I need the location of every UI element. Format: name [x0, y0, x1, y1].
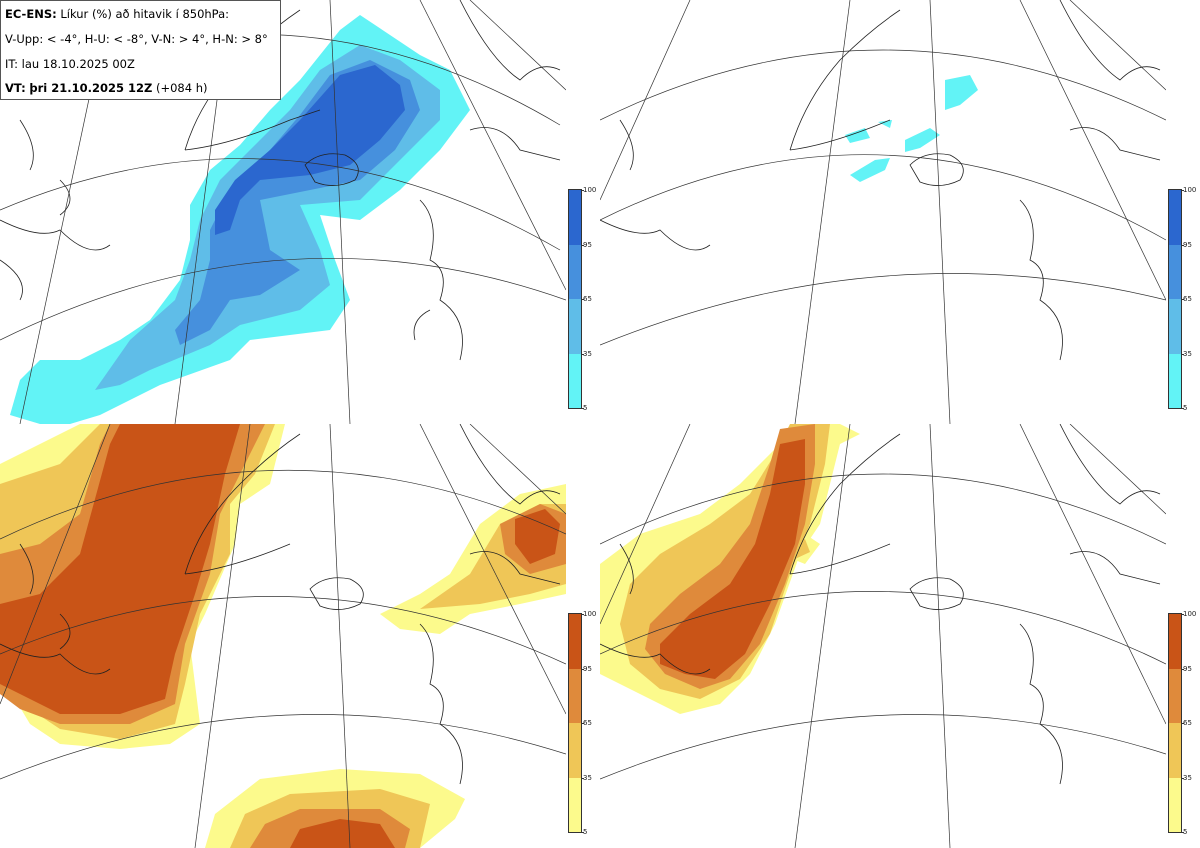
colorbar-tick-label: 65	[583, 295, 592, 303]
colorbar-tick-mark	[1181, 190, 1184, 191]
graticule	[0, 424, 566, 848]
colorbar-segment	[569, 723, 581, 778]
colorbar-warm: 100 95 65 35 5	[568, 610, 596, 836]
colorbar-segment	[1169, 614, 1181, 669]
colorbar-tick-label: 35	[1183, 773, 1192, 782]
colorbar-tick-mark	[581, 832, 584, 833]
colorbar-tick-mark	[1181, 299, 1184, 300]
colorbar-tick-mark	[581, 614, 584, 615]
prob-area-5	[945, 75, 978, 110]
graticule	[600, 0, 1166, 424]
colorbar-segment	[569, 777, 581, 832]
colorbar-tick-label: 65	[583, 719, 592, 727]
colorbar-tick-mark	[581, 299, 584, 300]
coastlines	[600, 424, 1161, 785]
colorbar-segment	[1169, 244, 1181, 299]
valid-prefix: VT:	[5, 81, 26, 95]
coastlines	[0, 424, 561, 785]
colorbar-segment	[569, 190, 581, 245]
colorbar-segment	[1169, 723, 1181, 778]
colorbar-segment	[569, 244, 581, 299]
colorbar-segment	[1169, 353, 1181, 408]
map-panel-warm-8	[600, 424, 1166, 848]
map-canvas	[0, 0, 566, 424]
model-name: EC-ENS:	[5, 7, 57, 21]
colorbar-tick-label: 65	[1183, 719, 1192, 727]
colorbar-tick-mark	[581, 353, 584, 355]
info-box: EC-ENS: Líkur (%) að hitavik í 850hPa: V…	[0, 0, 281, 100]
map-canvas	[600, 0, 1166, 424]
colorbar-tick-label: 95	[1183, 664, 1192, 673]
prob-area-95	[215, 65, 405, 235]
prob-area-5	[905, 128, 940, 152]
colorbar-tick-mark	[1181, 832, 1184, 833]
colorbar-tick-label: 5	[1183, 828, 1188, 836]
prob-area-5	[878, 120, 892, 128]
colorbar-segment	[569, 299, 581, 354]
map-panel-cold-4	[0, 0, 566, 424]
colorbar-tick-mark	[1181, 668, 1184, 670]
colorbar-tick-mark	[581, 244, 584, 246]
map-panel-warm-4	[0, 424, 566, 848]
colorbar-segment	[1169, 190, 1181, 245]
prob-area-95	[515, 509, 560, 564]
colorbar-segment	[1169, 299, 1181, 354]
valid-time: þri 21.10.2025 12Z	[29, 81, 153, 95]
prob-area-95	[0, 424, 240, 714]
colorbar-tick-label: 65	[1183, 295, 1192, 303]
graticule	[600, 424, 1166, 848]
chart-title: Líkur (%) að hitavik í 850hPa:	[60, 7, 230, 21]
colorbar-segment	[569, 353, 581, 408]
colorbar-segment	[1169, 668, 1181, 723]
colorbar-tick-label: 100	[583, 610, 597, 618]
colorbar-tick-mark	[1181, 723, 1184, 724]
colorbar-segment	[569, 668, 581, 723]
lead-time: (+084 h)	[155, 81, 208, 95]
colorbar-cold: 100 95 65 35 5	[568, 186, 596, 412]
colorbar-tick-label: 35	[583, 773, 592, 782]
colorbar-tick-mark	[1181, 614, 1184, 615]
colorbar-warm: 100 95 65 35 5	[1168, 610, 1196, 836]
colorbar-tick-label: 100	[1183, 610, 1197, 618]
prob-area-5	[845, 128, 870, 143]
colorbar-cold: 100 95 65 35 5	[1168, 186, 1196, 412]
prob-area-5	[850, 158, 890, 182]
colorbar-tick-mark	[1181, 244, 1184, 246]
colorbar-tick-mark	[581, 190, 584, 191]
colorbar-tick-mark	[581, 777, 584, 779]
prob-area-95	[290, 819, 395, 848]
colorbar-tick-label: 5	[583, 404, 588, 412]
colorbar-tick-label: 95	[583, 664, 592, 673]
colorbar-tick-label: 95	[583, 240, 592, 249]
colorbar-tick-label: 95	[1183, 240, 1192, 249]
colorbar-tick-mark	[1181, 353, 1184, 355]
coastlines	[600, 0, 1161, 361]
colorbar-tick-label: 35	[1183, 349, 1192, 358]
colorbar-tick-mark	[1181, 777, 1184, 779]
colorbar-tick-mark	[581, 408, 584, 409]
map-canvas	[600, 424, 1166, 848]
colorbar-tick-mark	[581, 668, 584, 670]
colorbar-tick-label: 5	[1183, 404, 1188, 412]
init-time: IT: lau 18.10.2025 00Z	[5, 57, 135, 71]
colorbar-tick-label: 35	[583, 349, 592, 358]
map-panel-cold-8	[600, 0, 1166, 424]
colorbar-segment	[569, 614, 581, 669]
colorbar-segment	[1169, 777, 1181, 832]
colorbar-tick-mark	[1181, 408, 1184, 409]
map-canvas	[0, 424, 566, 848]
colorbar-tick-label: 5	[583, 828, 588, 836]
colorbar-tick-label: 100	[1183, 186, 1197, 194]
colorbar-tick-label: 100	[583, 186, 597, 194]
quadrant-key: V-Upp: < -4°, H-U: < -8°, V-N: > 4°, H-N…	[5, 32, 268, 46]
colorbar-tick-mark	[581, 723, 584, 724]
prob-area-95	[660, 439, 805, 679]
